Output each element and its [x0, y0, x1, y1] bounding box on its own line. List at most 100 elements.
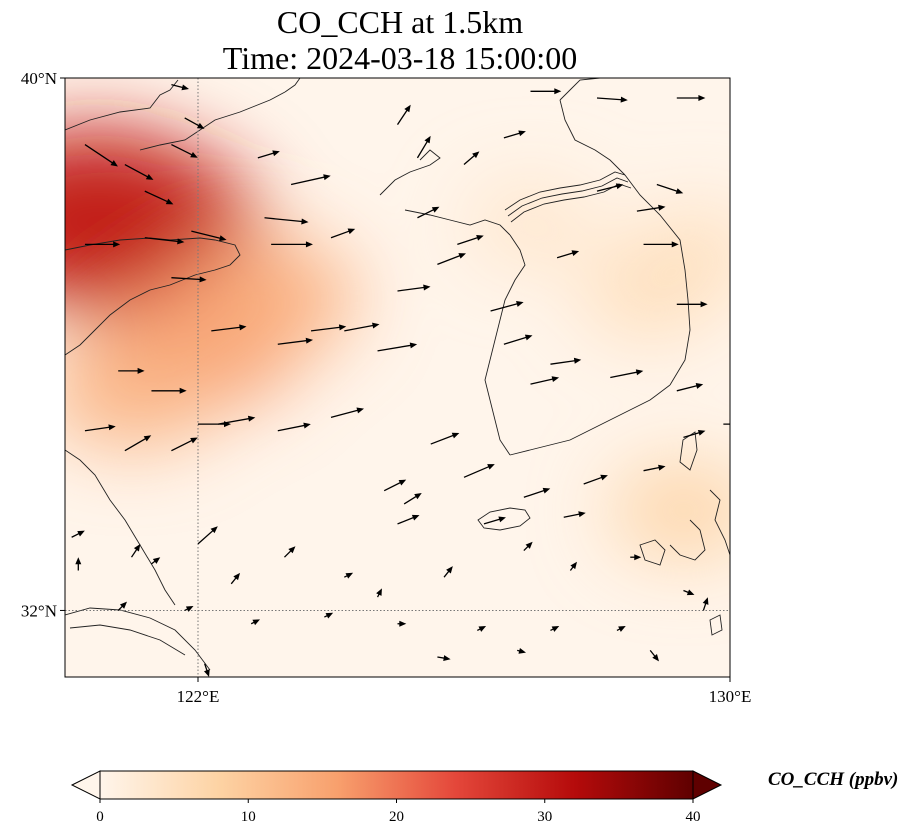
wind-arrow: [723, 423, 730, 425]
chart-title-line2: Time: 2024-03-18 15:00:00: [222, 40, 578, 76]
wind-arrow: [483, 516, 506, 525]
wind-arrow: [569, 561, 577, 571]
wind-arrow: [277, 422, 311, 432]
wind-arrow: [144, 190, 174, 205]
wind-arrow: [556, 250, 580, 259]
wind-arrow: [257, 150, 280, 159]
wind-arrow: [437, 253, 466, 265]
coastline-nk-ne: [559, 78, 601, 101]
colorbar-tick-label: 30: [537, 809, 552, 825]
coastline-liaodong-east: [284, 78, 301, 93]
wind-arrow: [596, 96, 628, 103]
colorbar-extend-max: [692, 770, 723, 800]
wind-arrow: [75, 557, 82, 571]
coastline-bohai-north: [65, 79, 179, 131]
wind-arrow: [396, 104, 411, 125]
coastline-korea-east: [624, 174, 691, 386]
wind-arrow: [656, 183, 684, 194]
wind-arrow: [523, 541, 533, 552]
wind-arrow: [530, 376, 560, 385]
wind-arrow: [643, 464, 666, 472]
wind-arrow: [217, 415, 256, 425]
lat-tick-label: 32°N: [21, 601, 57, 620]
coastline-korea-bay: [379, 149, 441, 196]
coastline-goto: [639, 539, 666, 566]
wind-arrow: [676, 382, 704, 392]
wind-arrow: [683, 429, 706, 439]
wind-arrow: [683, 589, 695, 596]
wind-arrow: [278, 684, 291, 691]
concentration-plume: [467, 182, 594, 266]
wind-arrow: [630, 554, 642, 561]
coastline-jiangsu: [65, 449, 176, 606]
wind-arrow: [550, 626, 560, 632]
lat-tick-label: 40°N: [21, 69, 57, 88]
wind-arrow: [184, 606, 194, 612]
wind-arrow: [596, 183, 624, 192]
wind-arrow: [250, 619, 260, 626]
axis-ticks: 40°N 32°N 122°E 130°E: [21, 69, 751, 706]
concentration-plume: [65, 127, 230, 308]
wind-arrow: [490, 301, 524, 312]
wind-arrow: [290, 174, 331, 186]
wind-arrow: [397, 620, 407, 627]
coastline-kyushu-west: [669, 519, 706, 561]
colorbar: 0 10 20 30 40: [70, 770, 723, 825]
wind-arrow: [71, 530, 85, 538]
chart-title-line1: CO_CCH at 1.5km: [276, 4, 524, 40]
wind-arrow: [463, 151, 480, 166]
concentration-plume: [65, 332, 221, 450]
concentration-plume: [608, 461, 730, 560]
wind-arrow: [118, 367, 145, 374]
wind-arrow: [417, 206, 440, 219]
wind-arrow: [550, 357, 582, 365]
wind-arrow: [517, 647, 526, 654]
wind-arrow: [403, 492, 422, 505]
wind-arrow: [144, 237, 185, 245]
wind-arrow: [151, 557, 161, 565]
colorbar-tick-label: 40: [686, 809, 701, 825]
wind-arrow: [198, 421, 231, 428]
wind-arrow: [477, 626, 487, 632]
wind-arrow: [124, 163, 154, 180]
concentration-plume: [172, 237, 357, 358]
wind-arrow: [264, 217, 309, 225]
border-dmz-2: [507, 177, 629, 217]
colorbar-tick-label: 10: [241, 809, 256, 825]
map-frame: [64, 77, 731, 678]
wind-arrow: [324, 612, 334, 619]
wind-arrow: [616, 626, 626, 632]
lon-tick-label: 130°E: [709, 687, 752, 706]
wind-arrow: [283, 546, 296, 558]
border-dmz: [504, 171, 626, 211]
colorbar-ticks: 0 10 20 30 40: [96, 799, 701, 825]
wind-arrow: [377, 342, 418, 352]
wind-arrow: [84, 424, 116, 432]
wind-arrow: [636, 204, 666, 212]
wind-arrow: [230, 572, 241, 585]
coastline-yangtze-north: [65, 607, 211, 671]
wind-arrow: [676, 301, 708, 308]
coastline-kyushu: [709, 489, 730, 556]
wind-arrow: [84, 241, 121, 248]
wind-arrow: [330, 407, 364, 419]
coastline-nk-west: [404, 209, 511, 236]
wind-arrow: [171, 84, 189, 91]
wind-arrow: [203, 663, 210, 677]
wind-arrow: [430, 432, 460, 445]
wind-vectors: [71, 84, 730, 691]
coastline-liaodong: [139, 91, 286, 151]
wind-arrow: [610, 369, 644, 379]
wind-arrow: [184, 117, 205, 129]
coastlines: [65, 78, 730, 671]
wind-arrow: [457, 234, 484, 246]
wind-arrow: [649, 649, 659, 662]
lon-tick-label: 122°E: [177, 687, 220, 706]
colorbar-bar: [99, 770, 694, 800]
colorbar-tick-label: 20: [389, 809, 404, 825]
wind-arrow: [124, 435, 152, 452]
wind-arrow: [211, 324, 247, 332]
map-gridlines: [65, 78, 730, 677]
wind-arrow: [463, 464, 495, 478]
